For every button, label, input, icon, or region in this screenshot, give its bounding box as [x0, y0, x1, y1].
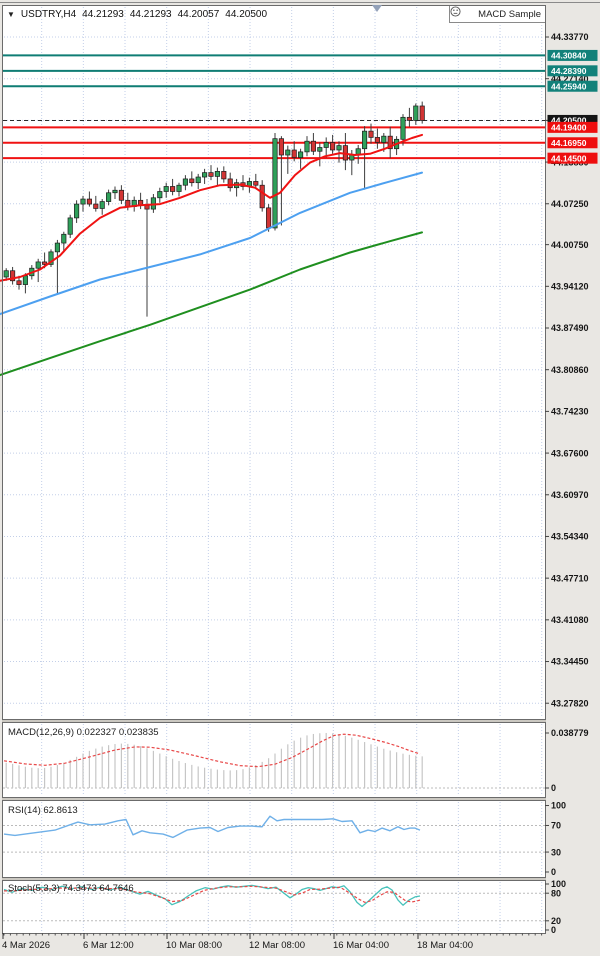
stoch-axis-label: 80: [551, 888, 561, 898]
grid-horizontal: [4, 36, 544, 704]
rsi-axis-label: 0: [551, 867, 556, 877]
price-badge-label: 44.30840: [551, 51, 587, 61]
price-badge-support: [547, 121, 598, 133]
stoch-label: Stoch(5,3,3) 74.3473 64.7646: [8, 883, 134, 894]
stoch-axis-label: 100: [551, 879, 566, 889]
panel-splitter-stoch[interactable]: [2, 877, 546, 881]
price-badge-resistance: [547, 65, 598, 77]
time-axis-label: 6 Mar 12:00: [83, 940, 134, 951]
price-badge-support: [547, 137, 598, 149]
stoch-axis-label: 0: [551, 925, 556, 935]
price-tick-label: 44.07250: [551, 199, 589, 209]
price-tick-label: 43.60970: [551, 490, 589, 500]
time-axis: 4 Mar 2026 6 Mar 12:00 10 Mar 08:00 12 Mar …: [2, 933, 543, 951]
window-top-border: [0, 2, 600, 3]
quote-open: 44.21293: [82, 9, 124, 20]
macd-histogram: [5, 732, 423, 788]
price-tick-label: 44.00750: [551, 240, 589, 250]
panel-splitter-rsi[interactable]: [2, 797, 546, 801]
macd-signal-line: [3, 733, 421, 768]
stoch-d-line: [4, 885, 421, 904]
macd-panel-canvas[interactable]: [3, 723, 545, 797]
ea-name-label: MACD Sample: [478, 8, 541, 20]
time-axis-label: 4 Mar 2026: [2, 940, 50, 951]
macd-axis-label: 0: [551, 783, 556, 793]
price-badge-label: 44.14500: [551, 153, 587, 163]
price-badge-label: 44.20500: [551, 116, 587, 126]
price-tick-label: 43.80860: [551, 365, 589, 375]
stoch-k-line: [3, 884, 421, 908]
time-axis-label: 12 Mar 08:00: [249, 940, 305, 951]
price-tick-label: 43.67600: [551, 448, 589, 458]
macd-label: MACD(12,26,9) 0.022327 0.023835: [8, 727, 159, 738]
rsi-axis-label: 70: [551, 821, 561, 831]
macd-axis-label: 0.038779: [551, 728, 589, 738]
ma-fast-red: [0, 133, 423, 282]
time-axis-label: 16 Mar 04:00: [333, 940, 389, 951]
quote-close: 44.20500: [225, 9, 268, 20]
quote-high: 44.21293: [129, 9, 172, 20]
price-tick-label: 43.41080: [551, 615, 589, 625]
price-tick-label: 43.74230: [551, 407, 589, 417]
price-badge-label: 44.19400: [551, 123, 587, 133]
panel-splitter-macd[interactable]: [2, 719, 546, 723]
price-badge-resistance: [547, 80, 598, 92]
ma-mid-blue: [0, 171, 423, 316]
price-badge-resistance: [547, 49, 598, 61]
rsi-axis-label: 100: [551, 801, 566, 811]
price-tick-label: 43.94120: [551, 282, 589, 292]
grid-vertical: [41, 7, 543, 932]
rsi-panel-canvas[interactable]: [3, 801, 545, 877]
chart-shift-marker[interactable]: [372, 5, 382, 12]
price-tick-label: 43.54340: [551, 532, 589, 542]
ma-slow-green: [0, 231, 423, 377]
price-axis: 44.3377044.2714044.2051044.1388044.07250…: [545, 32, 598, 935]
price-tick-label: 43.34450: [551, 657, 589, 667]
time-axis-label: 18 Mar 04:00: [417, 940, 473, 951]
quote-bar: ▼ USDTRY,H4 44.21293 44.21293 44.20057 4…: [7, 9, 267, 20]
stoch-axis-label: 20: [551, 916, 561, 926]
rsi-axis-label: 30: [551, 847, 561, 857]
price-badge-support: [547, 152, 598, 164]
price-badge-label: 44.25940: [551, 81, 587, 91]
rsi-line: [3, 815, 421, 839]
time-axis-label: 10 Mar 08:00: [166, 940, 222, 951]
price-tick-label: 44.27140: [551, 74, 589, 84]
price-badge-current: [547, 114, 598, 126]
price-tick-label: 43.87490: [551, 323, 589, 333]
symbol-label: USDTRY,H4: [20, 9, 77, 20]
price-tick-label: 43.47710: [551, 573, 589, 583]
price-tick-label: 43.27820: [551, 698, 589, 708]
price-tick-label: 44.33770: [551, 32, 589, 42]
rsi-label: RSI(14) 62.8613: [8, 805, 78, 816]
candles: [3, 101, 425, 317]
main-panel-canvas[interactable]: [3, 6, 545, 719]
ea-box[interactable]: MACD Sample: [449, 6, 545, 23]
price-badge-label: 44.16950: [551, 138, 587, 148]
price-badge-label: 44.28390: [551, 66, 587, 76]
symbol-dropdown-icon[interactable]: ▼: [7, 10, 15, 19]
quote-low: 44.20057: [177, 9, 220, 20]
ea-smiley-icon: [450, 6, 461, 17]
